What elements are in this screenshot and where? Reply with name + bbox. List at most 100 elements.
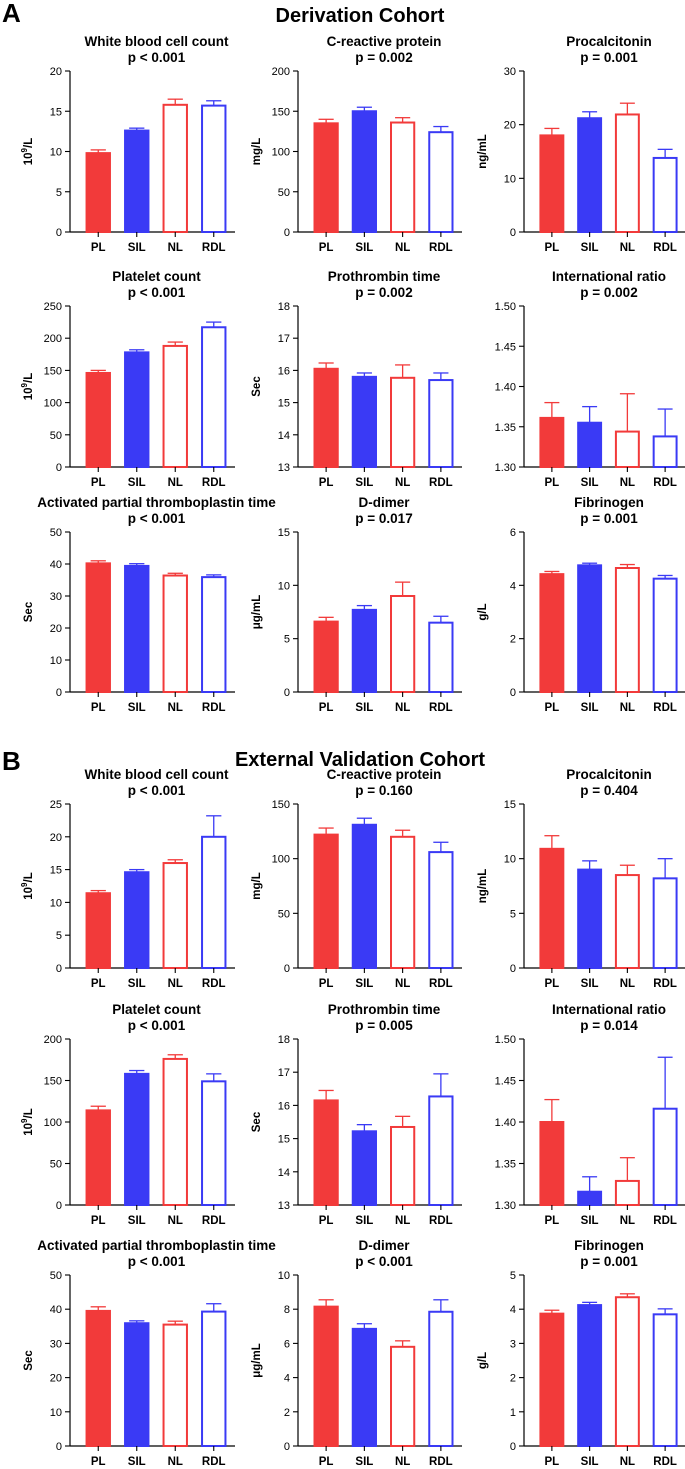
x-tick-label: NL	[168, 702, 183, 714]
x-tick-label: SIL	[128, 1215, 146, 1227]
x-tick-label: NL	[395, 702, 410, 714]
y-tick-label: 0	[56, 1441, 62, 1453]
x-tick-label: SIL	[581, 1456, 599, 1468]
x-tick-label: RDL	[653, 1215, 677, 1227]
y-tick-label: 10	[278, 580, 290, 592]
x-tick-label: NL	[395, 242, 410, 254]
bar-pl	[85, 1109, 111, 1207]
bar-sil	[577, 1190, 603, 1206]
chart-title: Activated partial thromboplastin time	[37, 1238, 276, 1253]
y-tick-label: 15	[278, 527, 290, 539]
y-axis-label: 109/L	[20, 1108, 35, 1135]
x-tick-label: RDL	[653, 242, 677, 254]
y-tick-label: 4	[284, 1373, 290, 1385]
x-tick-label: SIL	[581, 702, 599, 714]
y-tick-label: 40	[50, 1304, 62, 1316]
y-tick-label: 30	[504, 66, 516, 78]
x-tick-label: PL	[319, 1456, 334, 1468]
x-tick-label: SIL	[128, 242, 146, 254]
y-tick-label: 40	[50, 559, 62, 571]
bar-sil	[351, 375, 377, 468]
y-axis-label: mg/L	[251, 872, 263, 899]
bar-pl	[85, 1309, 111, 1448]
x-tick-label: NL	[168, 1456, 183, 1468]
p-value: p < 0.001	[128, 285, 186, 300]
chart-title: International ratio	[552, 1002, 666, 1017]
bar-rdl	[428, 851, 454, 970]
cohort-title-external-validation: External Validation Cohort	[235, 749, 485, 771]
y-tick-label: 100	[44, 398, 62, 410]
x-tick-label: NL	[395, 1456, 410, 1468]
panel-letter-a: A	[2, 0, 21, 28]
y-tick-label: 10	[50, 147, 62, 159]
y-tick-label: 1.40	[495, 382, 516, 394]
y-axis-label: 109/L	[20, 872, 35, 899]
bar-sil	[351, 110, 377, 233]
x-tick-label: PL	[545, 978, 560, 990]
y-tick-label: 0	[510, 963, 516, 975]
bar-sil	[577, 1304, 603, 1447]
y-tick-label: 4	[510, 580, 516, 592]
bar-pl	[539, 416, 565, 468]
y-tick-label: 3	[510, 1338, 516, 1350]
p-value: p = 0.005	[355, 1018, 413, 1033]
chart-title: Fibrinogen	[574, 1238, 644, 1253]
x-tick-label: PL	[545, 1215, 560, 1227]
y-tick-label: 0	[284, 963, 290, 975]
y-tick-label: 6	[284, 1338, 290, 1350]
bar-nl	[390, 1345, 416, 1447]
bar-nl	[390, 595, 416, 693]
bar-rdl	[428, 621, 454, 694]
chart-title: C-reactive protein	[327, 767, 442, 782]
x-tick-label: PL	[91, 702, 106, 714]
bar-rdl	[652, 577, 678, 694]
bar-pl	[539, 134, 565, 233]
y-tick-label: 1.35	[495, 1159, 516, 1171]
y-tick-label: 2	[284, 1407, 290, 1419]
x-tick-label: SIL	[128, 702, 146, 714]
x-tick-label: RDL	[202, 477, 226, 489]
y-tick-label: 1.30	[495, 1200, 516, 1212]
y-tick-label: 50	[50, 527, 62, 539]
y-tick-label: 17	[278, 1067, 290, 1079]
y-tick-label: 5	[56, 187, 62, 199]
bar-nl	[390, 121, 416, 233]
bar-sil	[577, 117, 603, 233]
bar-nl	[390, 376, 416, 468]
y-tick-label: 15	[50, 106, 62, 118]
bar-sil	[124, 871, 150, 969]
p-value: p = 0.002	[355, 285, 412, 300]
x-tick-label: NL	[620, 477, 635, 489]
y-tick-label: 200	[272, 66, 290, 78]
bar-rdl	[652, 156, 678, 233]
bar-pl	[313, 367, 339, 469]
bar-nl	[162, 344, 188, 469]
x-tick-label: NL	[395, 1215, 410, 1227]
chart-title: Platelet count	[112, 269, 201, 284]
y-tick-label: 0	[510, 1441, 516, 1453]
bar-sil	[577, 421, 603, 469]
x-tick-label: SIL	[128, 978, 146, 990]
x-tick-label: PL	[545, 1456, 560, 1468]
p-value: p < 0.001	[355, 1254, 413, 1269]
y-tick-label: 150	[44, 365, 62, 377]
y-tick-label: 20	[50, 66, 62, 78]
x-tick-label: RDL	[653, 477, 677, 489]
x-tick-label: NL	[620, 702, 635, 714]
y-tick-label: 1.35	[495, 422, 516, 434]
y-tick-label: 6	[510, 527, 516, 539]
x-tick-label: RDL	[653, 1456, 677, 1468]
y-tick-label: 150	[44, 1076, 62, 1088]
y-axis-label: ng/mL	[477, 134, 489, 169]
x-tick-label: RDL	[429, 1456, 453, 1468]
p-value: p < 0.001	[128, 50, 186, 65]
bar-rdl	[428, 379, 454, 468]
y-tick-label: 150	[272, 799, 290, 811]
